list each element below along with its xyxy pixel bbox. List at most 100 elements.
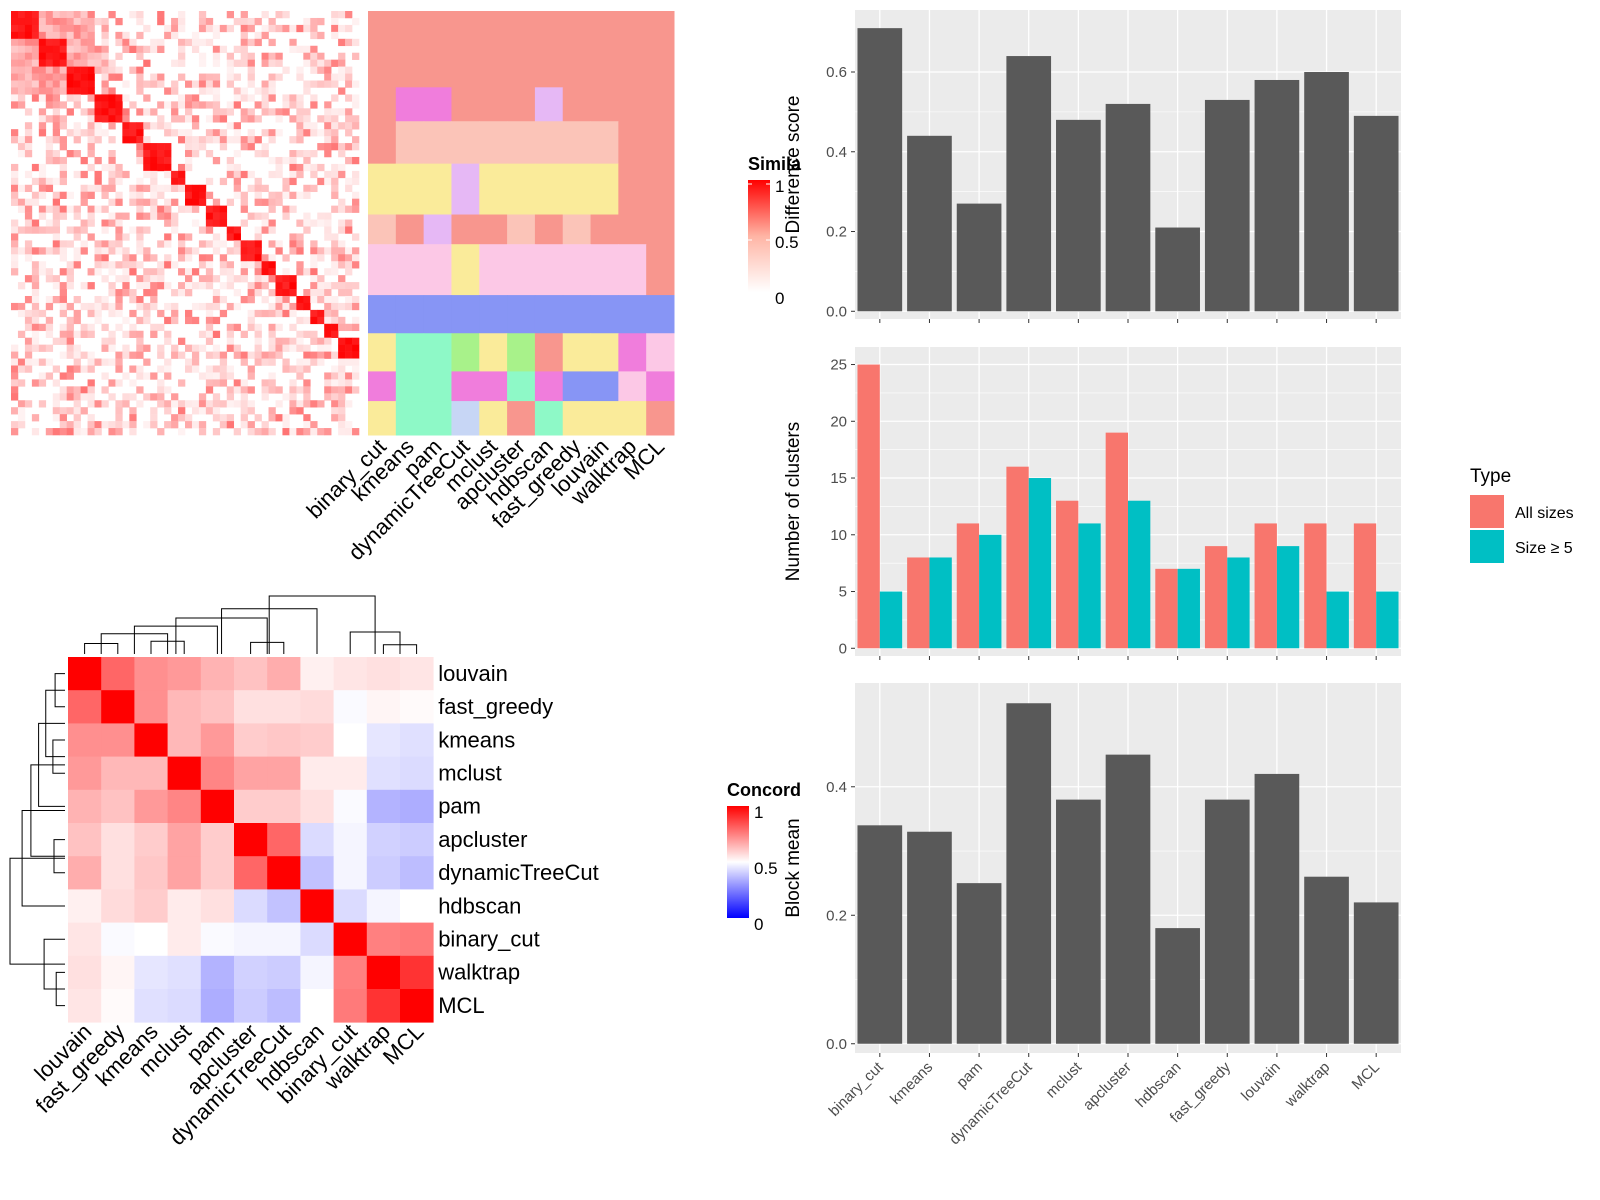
concordance-cell (234, 789, 268, 824)
similarity-cell (24, 170, 33, 179)
similarity-cell (136, 52, 144, 60)
membership-cell (534, 244, 564, 296)
similarity-cell (87, 59, 95, 67)
similarity-cell (157, 191, 165, 199)
similarity-cell (303, 59, 311, 67)
similarity-cell (289, 344, 297, 352)
concordance-cell (300, 889, 334, 923)
similarity-cell (157, 45, 165, 54)
similarity-cell (282, 365, 290, 373)
similarity-cell (205, 24, 214, 33)
similarity-cell (38, 80, 47, 88)
similarity-cell (108, 358, 116, 366)
similarity-cell (171, 101, 179, 109)
similarity-cell (240, 379, 248, 387)
bar-size-ge-5-fast_greedy (1227, 557, 1250, 649)
concordance-cell (333, 723, 368, 757)
concordance-cell (400, 955, 434, 990)
similarity-cell (226, 275, 235, 283)
similarity-cell (101, 219, 109, 227)
similarity-cell (87, 379, 95, 387)
membership-cell (423, 163, 452, 216)
concordance-cell (68, 756, 102, 791)
similarity-cell (45, 150, 54, 158)
similarity-cell (115, 351, 123, 359)
similarity-cell (198, 302, 207, 311)
similarity-cell (212, 379, 221, 387)
y-tick-label: 0.2 (826, 907, 847, 924)
y-tick-label: 0 (839, 640, 847, 657)
similarity-cell (219, 45, 228, 54)
membership-cell (395, 333, 425, 372)
similarity-cell (198, 400, 207, 408)
similarity-cell (143, 170, 151, 179)
similarity-cell (101, 59, 109, 67)
similarity-cell (129, 184, 137, 193)
concordance-cell (400, 723, 434, 757)
bar-all-sizes-pam (956, 523, 980, 649)
membership-cell (618, 244, 647, 296)
similarity-cell (66, 337, 74, 345)
similarity-cell (261, 101, 269, 109)
similarity-cell (45, 143, 54, 151)
similarity-cell (324, 316, 332, 325)
similarity-cell (338, 87, 346, 95)
similarity-cell (52, 379, 61, 387)
similarity-cell (310, 129, 318, 137)
y-tick-label: 0.0 (826, 1036, 847, 1053)
similarity-cell (240, 275, 248, 283)
membership-cell (562, 244, 592, 296)
concordance-row-label: apcluster (438, 827, 527, 852)
similarity-cell (324, 233, 332, 241)
similarity-cell (115, 115, 123, 123)
similarity-cell (31, 73, 40, 81)
similarity-cell (108, 11, 116, 19)
similarity-cell (331, 191, 339, 199)
concordance-cell (267, 657, 301, 691)
bar-binary_cut (857, 28, 903, 312)
similarity-cell (296, 150, 304, 158)
similarity-cell (205, 379, 214, 387)
similarity-cell (289, 337, 297, 345)
similarity-cell (52, 240, 61, 248)
similarity-cell (157, 428, 165, 436)
similarity-cell (261, 219, 269, 227)
similarity-cell (289, 150, 297, 158)
similarity-cell (122, 94, 130, 102)
membership-cell (618, 121, 647, 165)
concordance-cell (167, 989, 202, 1023)
concordance-cell (234, 955, 268, 990)
similarity-cell (352, 94, 360, 102)
similarity-cell (73, 45, 81, 54)
concordance-cell (234, 823, 268, 857)
similarity-cell (296, 428, 304, 436)
similarity-cell (150, 184, 158, 193)
similarity-cell (261, 212, 269, 220)
similarity-cell (129, 421, 137, 429)
membership-cell (507, 214, 536, 245)
similarity-cell (303, 17, 311, 26)
similarity-cell (164, 316, 172, 325)
membership-cell (507, 11, 536, 88)
similarity-cell (11, 428, 19, 436)
similarity-cell (296, 295, 304, 304)
membership-cell (534, 333, 564, 372)
similarity-cell (254, 226, 262, 234)
similarity-cell (254, 330, 262, 338)
membership-cell (395, 214, 425, 245)
concordance-cell (366, 955, 401, 990)
similarity-cell (198, 80, 207, 88)
similarity-cell (150, 254, 158, 262)
similarity-cell (268, 87, 276, 95)
similarity-cell (282, 302, 290, 311)
similarity-cell (178, 45, 186, 54)
concordance-cell (333, 989, 368, 1023)
similarity-cell (122, 212, 130, 220)
similarity-cell (240, 261, 248, 269)
similarity-cell (101, 73, 109, 81)
similarity-cell (282, 282, 290, 290)
similarity-cell (94, 295, 102, 304)
similarity-cell (150, 163, 158, 172)
similarity-cell (11, 101, 19, 109)
similarity-cell (247, 73, 255, 81)
